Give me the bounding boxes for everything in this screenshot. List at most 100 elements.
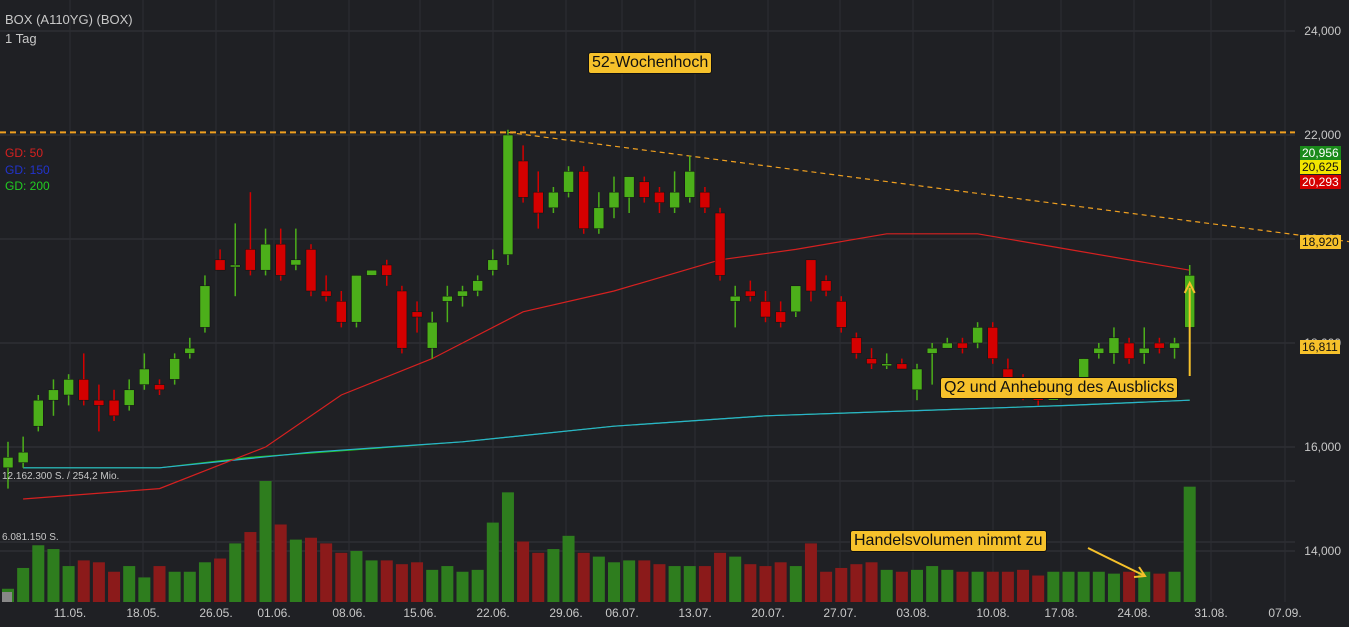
candle-body — [426, 321, 438, 349]
volume-bar — [1032, 575, 1045, 602]
candle-body — [654, 191, 665, 203]
volume-bar — [289, 539, 302, 602]
volume-bar — [274, 524, 287, 602]
ma200-line — [23, 399, 1190, 469]
volume-bar — [153, 566, 166, 602]
moving-average-lines — [23, 233, 1190, 500]
candle-body — [78, 379, 89, 401]
candle-body — [260, 243, 271, 271]
candle-body — [805, 259, 817, 292]
volume-bar — [168, 571, 181, 602]
volume-bar — [335, 552, 348, 602]
x-tick-label: 20.07. — [751, 606, 784, 620]
price-tag-low: 20,293 — [1300, 175, 1341, 189]
candle-body — [942, 342, 953, 349]
volume-bar — [653, 564, 666, 602]
candle-body — [669, 191, 680, 209]
volume-bar — [895, 571, 908, 602]
candle-body — [442, 295, 453, 302]
candle-body — [926, 347, 938, 354]
volume-max-label: 12.162.300 S. / 254,2 Mio. — [2, 471, 120, 482]
x-tick-label: 13.07. — [678, 606, 711, 620]
volume-bar — [305, 537, 317, 602]
grid — [0, 0, 1295, 602]
candle-body — [1123, 342, 1135, 359]
x-tick-label: 18.05. — [126, 606, 159, 620]
annotation-arrows — [1087, 280, 1196, 578]
ma150-line — [23, 399, 1190, 469]
volume-bar — [1077, 571, 1090, 602]
volume-bar — [1168, 571, 1181, 602]
candle-body — [108, 399, 120, 417]
candle-body — [290, 259, 302, 266]
volume-bar — [1047, 571, 1060, 602]
ma50-label: GD: 50 — [5, 146, 44, 160]
candle-body — [214, 259, 226, 271]
candle-body — [639, 181, 650, 198]
ma50-line — [23, 233, 1190, 500]
volume-bar — [577, 552, 590, 602]
candle-body — [866, 358, 877, 365]
resistance-lines — [0, 131, 1349, 243]
candle-body — [33, 399, 44, 427]
volume-bar — [623, 560, 636, 602]
volume-bar — [714, 552, 727, 602]
axis-labels: 14,00016,00018,00020,00022,00024,00011.0… — [54, 24, 1342, 620]
candle-body — [729, 295, 741, 302]
volume-bar — [865, 562, 878, 602]
candle-body — [93, 399, 105, 406]
candle-body — [184, 347, 196, 354]
volume-bar — [698, 566, 711, 602]
candle-body — [533, 191, 544, 214]
volume-bar — [350, 550, 363, 602]
volume-bar — [547, 549, 560, 602]
volume-bar — [1183, 486, 1196, 602]
candle-body — [1169, 342, 1180, 349]
trend-line — [507, 131, 1349, 243]
candles — [2, 129, 1195, 489]
candle-body — [820, 280, 832, 292]
x-tick-label: 08.06. — [332, 606, 365, 620]
candle-body — [1108, 337, 1120, 354]
price-tag-mid: 20,625 — [1300, 160, 1341, 174]
price-tag-last: 18,920 — [1300, 235, 1341, 249]
x-tick-label: 11.05. — [54, 606, 86, 620]
chart-title: BOX (A110YG) (BOX) — [5, 12, 133, 27]
candle-body — [851, 337, 862, 354]
volume-bar — [638, 560, 651, 602]
volume-bar — [911, 569, 923, 602]
price-tag-high: 20,956 — [1300, 146, 1341, 160]
volume-bar — [774, 562, 787, 602]
annotation-52-week-high: 52-Wochenhoch — [588, 52, 713, 74]
volume-bar — [1001, 571, 1014, 602]
x-tick-label: 01.06. — [257, 606, 290, 620]
volume-bar — [820, 571, 833, 602]
volume-bar — [426, 569, 439, 602]
volume-bar — [198, 562, 211, 602]
volume-bar — [456, 571, 469, 602]
candle-body — [714, 212, 726, 276]
candle-body — [487, 259, 499, 271]
volume-bar — [380, 560, 393, 602]
candle-body — [987, 327, 998, 359]
volume-bar — [108, 571, 121, 602]
volume-bar — [729, 556, 742, 602]
candle-body — [169, 358, 180, 380]
volume-bar — [32, 545, 45, 602]
volume-bar — [62, 566, 75, 602]
candle-body — [623, 176, 635, 198]
candle-body — [351, 275, 362, 323]
volume-bar — [592, 556, 605, 602]
volume-bar — [1138, 571, 1151, 602]
candle-body — [517, 160, 529, 198]
volume-bar — [835, 567, 848, 602]
volume-bar — [441, 566, 454, 602]
volume-bar — [214, 558, 227, 602]
volume-bar — [926, 566, 939, 602]
candle-body — [472, 280, 483, 292]
volume-bar — [259, 481, 272, 602]
volume-bar — [1017, 569, 1030, 602]
candle-body — [63, 379, 74, 396]
volume-bar — [471, 569, 484, 602]
candle-body — [230, 264, 241, 268]
